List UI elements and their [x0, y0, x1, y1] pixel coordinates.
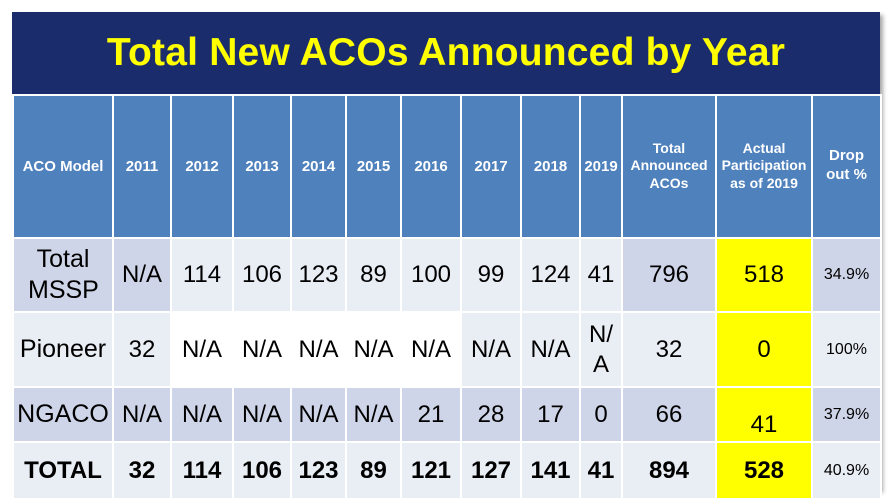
table-cell: N/A	[345, 386, 402, 443]
row-label: TOTAL	[12, 441, 114, 500]
table-cell: N/A	[290, 386, 347, 443]
column-header-label: Drop out %	[826, 147, 867, 183]
column-header: Total Announced ACOs	[621, 94, 717, 239]
table-cell: 89	[345, 237, 402, 313]
table-cell: 123	[290, 237, 347, 313]
table-cell: 114	[170, 237, 234, 313]
dropout-cell: 37.9%	[811, 386, 882, 443]
highlight-cell: 41	[715, 386, 813, 443]
table-cell: 21	[400, 386, 462, 443]
table-cell: 32	[621, 311, 717, 388]
table-cell: 17	[520, 386, 581, 443]
table-cell: 99	[460, 237, 522, 313]
column-header: 2017	[460, 94, 522, 239]
table-cell: 141	[520, 441, 581, 500]
column-header: 2015	[345, 94, 402, 239]
table-cell: N/A	[170, 311, 234, 388]
table-row: TOTAL 32 114 106 123 89 121 127 141 41 8…	[12, 441, 882, 500]
table-cell: 106	[232, 237, 292, 313]
title-bar: Total New ACOs Announced by Year	[12, 12, 880, 94]
table-cell: N/A	[170, 386, 234, 443]
column-header: 2016	[400, 94, 462, 239]
dropout-cell: 40.9%	[811, 441, 882, 500]
column-header: 2012	[170, 94, 234, 239]
dropout-cell: 100%	[811, 311, 882, 388]
table-cell-text: N/ A	[589, 320, 613, 378]
table-cell: 0	[579, 386, 623, 443]
table-cell: 796	[621, 237, 717, 313]
header-row: ACO Model 2011 2012 2013 2014 2015 2016 …	[12, 94, 882, 239]
table-cell: 32	[112, 441, 172, 500]
table-cell: N/A	[520, 311, 581, 388]
column-header-label: Actual Participation as of 2019	[721, 139, 807, 191]
highlight-cell: 518	[715, 237, 813, 313]
highlight-cell: 528	[715, 441, 813, 500]
row-label-text: Total MSSP	[28, 244, 99, 304]
column-header: ACO Model	[12, 94, 114, 239]
table-cell: 41	[579, 237, 623, 313]
aco-table: ACO Model 2011 2012 2013 2014 2015 2016 …	[12, 94, 882, 500]
table-cell: 66	[621, 386, 717, 443]
chart-title: Total New ACOs Announced by Year	[106, 31, 786, 74]
table-cell: 123	[290, 441, 347, 500]
table-row: Pioneer 32 N/A N/A N/A N/A N/A N/A N/A N…	[12, 311, 882, 388]
column-header: Actual Participation as of 2019	[715, 94, 813, 239]
column-header: 2018	[520, 94, 581, 239]
table-row: NGACO N/A N/A N/A N/A N/A 21 28 17 0 66 …	[12, 386, 882, 443]
table-cell: 121	[400, 441, 462, 500]
table-cell: N/A	[290, 311, 347, 388]
column-header-label: Total Announced ACOs	[630, 139, 708, 191]
row-label: Pioneer	[12, 311, 114, 388]
table-cell: N/ A	[579, 311, 623, 388]
table-cell: 894	[621, 441, 717, 500]
table-cell: 89	[345, 441, 402, 500]
table-cell: N/A	[460, 311, 522, 388]
column-header: 2014	[290, 94, 347, 239]
dropout-cell: 34.9%	[811, 237, 882, 313]
highlight-cell: 0	[715, 311, 813, 388]
table-cell: N/A	[232, 386, 292, 443]
table-cell: N/A	[232, 311, 292, 388]
table-cell: N/A	[400, 311, 462, 388]
table-row: Total MSSP N/A 114 106 123 89 100 99 124…	[12, 237, 882, 313]
table-cell: 28	[460, 386, 522, 443]
column-header: 2013	[232, 94, 292, 239]
table-cell: 100	[400, 237, 462, 313]
table-cell: 114	[170, 441, 234, 500]
table-cell: N/A	[112, 386, 172, 443]
table-cell: 32	[112, 311, 172, 388]
row-label: Total MSSP	[12, 237, 114, 313]
table-cell: 124	[520, 237, 581, 313]
row-label: NGACO	[12, 386, 114, 443]
table-cell: 41	[579, 441, 623, 500]
column-header: Drop out %	[811, 94, 882, 239]
table-frame: Total New ACOs Announced by Year ACO Mod…	[12, 12, 882, 500]
table-cell: N/A	[345, 311, 402, 388]
table-cell: N/A	[112, 237, 172, 313]
table-cell: 106	[232, 441, 292, 500]
table-cell: 127	[460, 441, 522, 500]
column-header: 2019	[579, 94, 623, 239]
column-header: 2011	[112, 94, 172, 239]
